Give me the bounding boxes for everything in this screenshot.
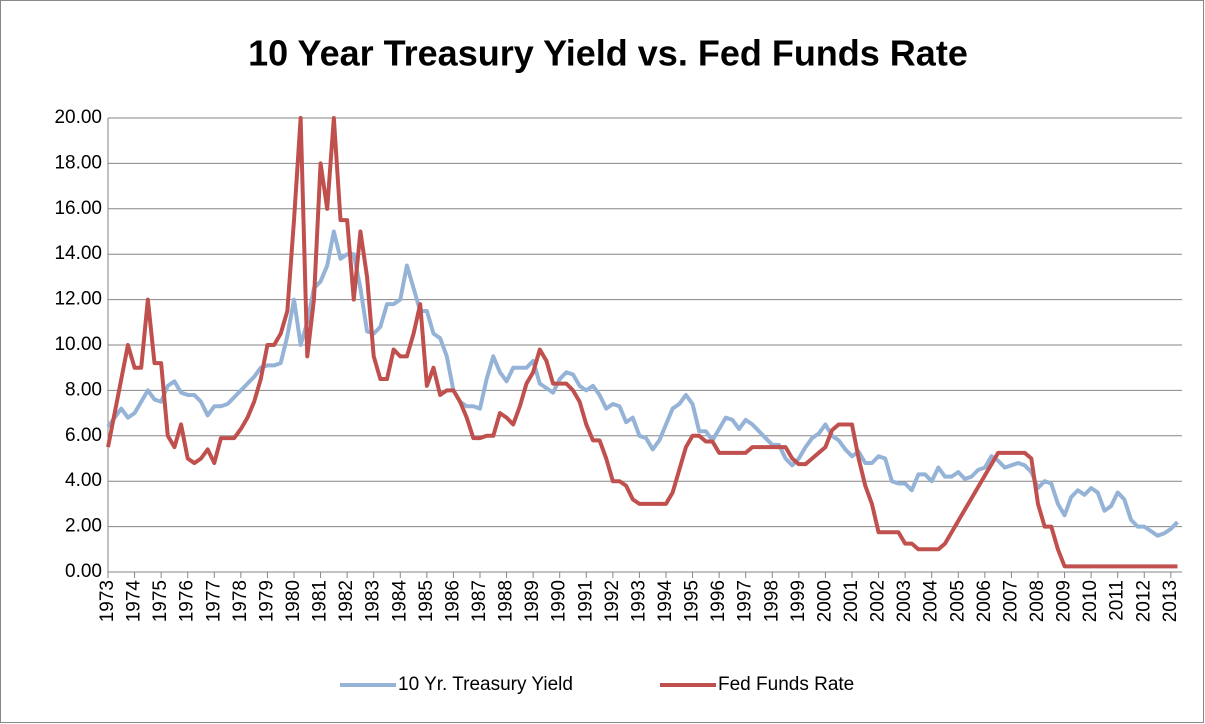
x-tick-label: 1987 bbox=[469, 580, 490, 622]
y-tick-label: 16.00 bbox=[54, 198, 102, 219]
x-tick-label: 2013 bbox=[1160, 580, 1181, 622]
x-tick-label: 1989 bbox=[522, 580, 543, 622]
x-tick-label: 2004 bbox=[921, 580, 942, 623]
x-tick-label: 2001 bbox=[841, 580, 862, 622]
line-series bbox=[106, 116, 1178, 569]
x-tick-label: 1991 bbox=[575, 580, 596, 622]
x-tick-label: 1994 bbox=[655, 580, 676, 623]
x-tick-label: 1984 bbox=[389, 580, 410, 623]
y-tick-label: 2.00 bbox=[65, 516, 102, 537]
x-tick-label: 1990 bbox=[549, 580, 570, 622]
x-tick-label: 1996 bbox=[708, 580, 729, 622]
x-tick-label: 1998 bbox=[761, 580, 782, 622]
x-tick-label: 2012 bbox=[1133, 580, 1154, 622]
y-tick-label: 4.00 bbox=[65, 470, 102, 491]
x-tick-label: 1980 bbox=[283, 580, 304, 622]
x-tick-label: 1988 bbox=[496, 580, 517, 622]
x-tick-label: 1999 bbox=[788, 580, 809, 622]
x-tick-label: 1995 bbox=[682, 580, 703, 622]
x-tick-label: 1974 bbox=[124, 580, 145, 623]
x-tick-label: 2002 bbox=[868, 580, 889, 622]
legend-label: Fed Funds Rate bbox=[718, 674, 854, 695]
x-tick-label: 1979 bbox=[256, 580, 277, 622]
x-tick-label: 1977 bbox=[203, 580, 224, 622]
y-tick-label: 14.00 bbox=[54, 243, 102, 264]
x-tick-label: 2009 bbox=[1054, 580, 1075, 622]
x-tick-label: 1973 bbox=[97, 580, 118, 622]
y-tick-label: 0.00 bbox=[65, 561, 102, 582]
x-tick-label: 1976 bbox=[177, 580, 198, 622]
x-tick-label: 1992 bbox=[602, 580, 623, 622]
line-series bbox=[106, 229, 1179, 538]
x-tick-label: 2005 bbox=[947, 580, 968, 622]
x-tick-label: 2011 bbox=[1107, 580, 1128, 621]
x-tick-label: 1993 bbox=[628, 580, 649, 622]
x-tick-label: 1985 bbox=[416, 580, 437, 622]
x-tick-label: 1981 bbox=[310, 580, 331, 622]
legend-label: 10 Yr. Treasury Yield bbox=[398, 674, 573, 695]
x-tick-label: 1983 bbox=[363, 580, 384, 622]
y-tick-label: 8.00 bbox=[65, 379, 102, 400]
x-tick-label: 1975 bbox=[150, 580, 171, 622]
x-tick-label: 1982 bbox=[336, 580, 357, 622]
x-tick-label: 2010 bbox=[1080, 580, 1101, 622]
x-tick-label: 1986 bbox=[442, 580, 463, 622]
y-tick-label: 6.00 bbox=[65, 425, 102, 446]
y-tick-label: 20.00 bbox=[54, 107, 102, 128]
x-tick-label: 2003 bbox=[894, 580, 915, 622]
y-tick-label: 18.00 bbox=[54, 152, 102, 173]
y-tick-label: 12.00 bbox=[54, 289, 102, 310]
x-tick-label: 2007 bbox=[1000, 580, 1021, 622]
x-tick-label: 2000 bbox=[814, 580, 835, 622]
x-tick-label: 1997 bbox=[735, 580, 756, 622]
chart-title: 10 Year Treasury Yield vs. Fed Funds Rat… bbox=[248, 33, 968, 74]
x-tick-label: 2008 bbox=[1027, 580, 1048, 622]
y-tick-label: 10.00 bbox=[54, 334, 102, 355]
x-tick-label: 2006 bbox=[974, 580, 995, 622]
x-tick-label: 1978 bbox=[230, 580, 251, 622]
